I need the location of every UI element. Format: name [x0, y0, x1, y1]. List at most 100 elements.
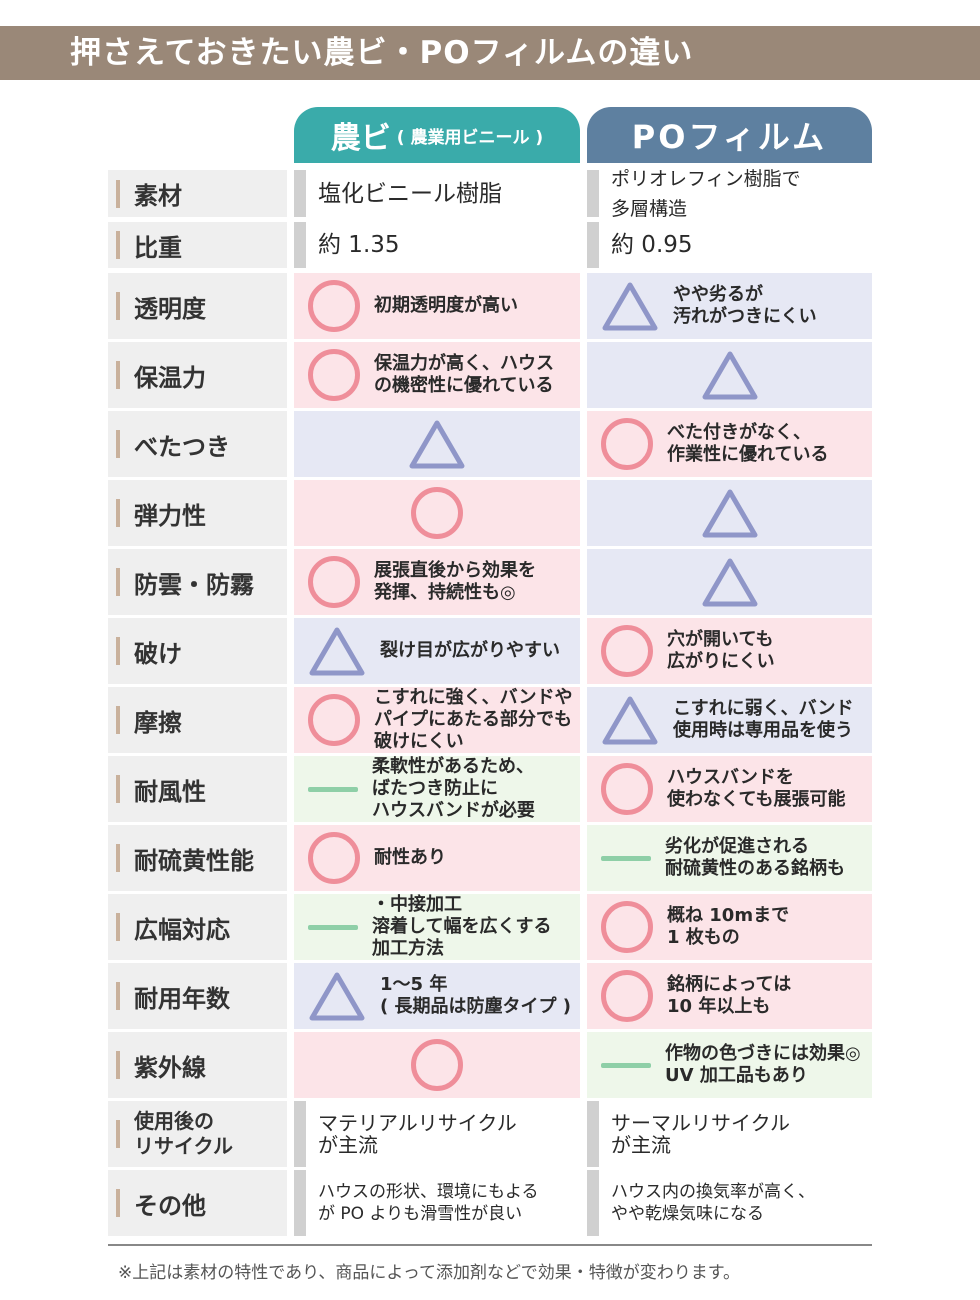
cell-text: こすれに弱く、バンド 使用時は専用品を使う [673, 698, 854, 741]
nobi-cell: 塩化ビニール樹脂 [294, 170, 580, 217]
row-label: 耐風性 [108, 756, 287, 822]
cell-text: こすれに強く、バンドや パイプにあたる部分でも 破けにくい [374, 687, 573, 752]
nobi-cell: 1～5 年 ( 長期品は防塵タイプ ) [294, 963, 580, 1029]
table-row: 広幅対応 ・中接加工 溶着して幅を広くする 加工方法 概ね 10mまで 1 枚もの [108, 894, 872, 960]
row-label: 耐硫黄性能 [108, 825, 287, 891]
circle-icon [601, 418, 653, 470]
row-label: 素材 [108, 170, 287, 217]
circle-icon [308, 556, 360, 608]
table-row: 紫外線 作物の色づきには効果◎ UV 加工品もあり [108, 1032, 872, 1098]
row-label: その他 [108, 1170, 287, 1236]
cell-text: 塩化ビニール樹脂 [318, 180, 502, 207]
circle-icon [601, 625, 653, 677]
cell-text: 作物の色づきには効果◎ UV 加工品もあり [665, 1043, 861, 1086]
row-label: 透明度 [108, 273, 287, 339]
cell-text: ハウスの形状、環境にもよる が PO よりも滑雪性が良い [318, 1182, 539, 1224]
po-cell [587, 342, 872, 408]
table-row: その他 ハウスの形状、環境にもよる が PO よりも滑雪性が良い ハウス内の換気率が… [108, 1170, 872, 1236]
cell-text: やや劣るが 汚れがつきにくい [673, 284, 817, 327]
table-row: べたつき べた付きがなく、 作業性に優れている [108, 411, 872, 477]
triangle-icon [308, 970, 366, 1022]
column-header-nobi: 農ビ( 農業用ビニール ) [294, 107, 580, 163]
row-label: 破け [108, 618, 287, 684]
cell-text: ポリオレフィン樹脂で 多層構造 [611, 167, 801, 220]
po-cell: 穴が開いても 広がりにくい [587, 618, 872, 684]
column-header-po: POフィルム [587, 107, 872, 163]
circle-icon [308, 280, 360, 332]
nobi-cell: 展張直後から効果を 発揮、持続性も◎ [294, 549, 580, 615]
nobi-sublabel: ( 農業用ビニール ) [396, 127, 544, 148]
dash-icon [601, 855, 651, 861]
row-label: 弾力性 [108, 480, 287, 546]
table-row: 耐用年数 1～5 年 ( 長期品は防塵タイプ ) 銘柄によっては 10 年以上も [108, 963, 872, 1029]
row-label: 摩擦 [108, 687, 287, 753]
circle-icon [601, 970, 653, 1022]
nobi-cell: 柔軟性があるため、 ばたつき防止に ハウスバンドが必要 [294, 756, 580, 822]
circle-icon [308, 832, 360, 884]
table-row: 耐硫黄性能 耐性あり 劣化が促進される 耐硫黄性のある銘柄も [108, 825, 872, 891]
cell-text: サーマルリサイクル が主流 [611, 1111, 790, 1157]
nobi-cell [294, 411, 580, 477]
po-cell: ハウスバンドを 使わなくても展張可能 [587, 756, 872, 822]
nobi-cell: 保温力が高く、ハウス の機密性に優れている [294, 342, 580, 408]
nobi-label: 農ビ [330, 121, 391, 156]
po-cell: ハウス内の換気率が高く、 やや乾燥気味になる [587, 1170, 872, 1236]
table-row: 素材 塩化ビニール樹脂 ポリオレフィン樹脂で 多層構造 [108, 168, 872, 220]
table-row: 防雲・防霧 展張直後から効果を 発揮、持続性も◎ [108, 549, 872, 615]
row-label: 防雲・防霧 [108, 549, 287, 615]
cell-text: 約 0.95 [611, 232, 693, 258]
circle-icon [308, 694, 360, 746]
table-row: 弾力性 [108, 480, 872, 546]
po-cell: ポリオレフィン樹脂で 多層構造 [587, 168, 872, 220]
cell-text: ハウスバンドを 使わなくても展張可能 [667, 767, 846, 810]
triangle-icon [408, 418, 466, 470]
po-label: POフィルム [631, 118, 828, 156]
page-title: 押さえておきたい農ビ・POフィルムの違い [0, 26, 980, 80]
po-cell: やや劣るが 汚れがつきにくい [587, 273, 872, 339]
table-row: 保温力 保温力が高く、ハウス の機密性に優れている [108, 342, 872, 408]
table-row: 耐風性 柔軟性があるため、 ばたつき防止に ハウスバンドが必要 ハウスバンドを 使わ… [108, 756, 872, 822]
cell-text: 概ね 10mまで 1 枚もの [667, 905, 790, 948]
circle-icon [308, 349, 360, 401]
cell-text: 1～5 年 ( 長期品は防塵タイプ ) [380, 974, 571, 1017]
cell-text: ・中接加工 溶着して幅を広くする 加工方法 [372, 894, 552, 959]
triangle-icon [601, 694, 659, 746]
row-label: 紫外線 [108, 1032, 287, 1098]
triangle-icon [308, 625, 366, 677]
nobi-cell: 初期透明度が高い [294, 273, 580, 339]
cell-text: 銘柄によっては 10 年以上も [667, 974, 792, 1017]
row-label: 耐用年数 [108, 963, 287, 1029]
divider [108, 1244, 872, 1246]
triangle-icon [601, 280, 659, 332]
cell-text: 穴が開いても 広がりにくい [667, 629, 775, 672]
triangle-icon [701, 487, 759, 539]
triangle-icon [701, 349, 759, 401]
table-row: 破け 裂け目が広がりやすい 穴が開いても 広がりにくい [108, 618, 872, 684]
po-cell: こすれに弱く、バンド 使用時は専用品を使う [587, 687, 872, 753]
po-cell: 概ね 10mまで 1 枚もの [587, 894, 872, 960]
table-row: 比重 約 1.35 約 0.95 [108, 222, 872, 268]
row-label: 保温力 [108, 342, 287, 408]
po-cell: べた付きがなく、 作業性に優れている [587, 411, 872, 477]
nobi-cell: 耐性あり [294, 825, 580, 891]
po-cell: 作物の色づきには効果◎ UV 加工品もあり [587, 1032, 872, 1098]
cell-text: 劣化が促進される 耐硫黄性のある銘柄も [665, 836, 845, 879]
table-row: 使用後の リサイクル マテリアルリサイクル が主流 サーマルリサイクル が主流 [108, 1101, 872, 1167]
po-cell: 約 0.95 [587, 222, 872, 268]
nobi-cell: マテリアルリサイクル が主流 [294, 1101, 580, 1167]
nobi-cell: 裂け目が広がりやすい [294, 618, 580, 684]
cell-text: 柔軟性があるため、 ばたつき防止に ハウスバンドが必要 [372, 756, 535, 821]
row-label: 比重 [108, 222, 287, 268]
row-label: 広幅対応 [108, 894, 287, 960]
circle-icon [601, 901, 653, 953]
cell-text: 保温力が高く、ハウス の機密性に優れている [374, 353, 554, 396]
cell-text: ハウス内の換気率が高く、 やや乾燥気味になる [611, 1182, 815, 1224]
circle-icon [601, 763, 653, 815]
table-row: 透明度 初期透明度が高い やや劣るが 汚れがつきにくい [108, 273, 872, 339]
table-row: 摩擦 こすれに強く、バンドや パイプにあたる部分でも 破けにくい こすれに弱く、バン… [108, 687, 872, 753]
dash-icon [308, 924, 358, 930]
po-cell [587, 549, 872, 615]
dash-icon [601, 1062, 651, 1068]
nobi-cell [294, 1032, 580, 1098]
nobi-cell: 約 1.35 [294, 222, 580, 268]
